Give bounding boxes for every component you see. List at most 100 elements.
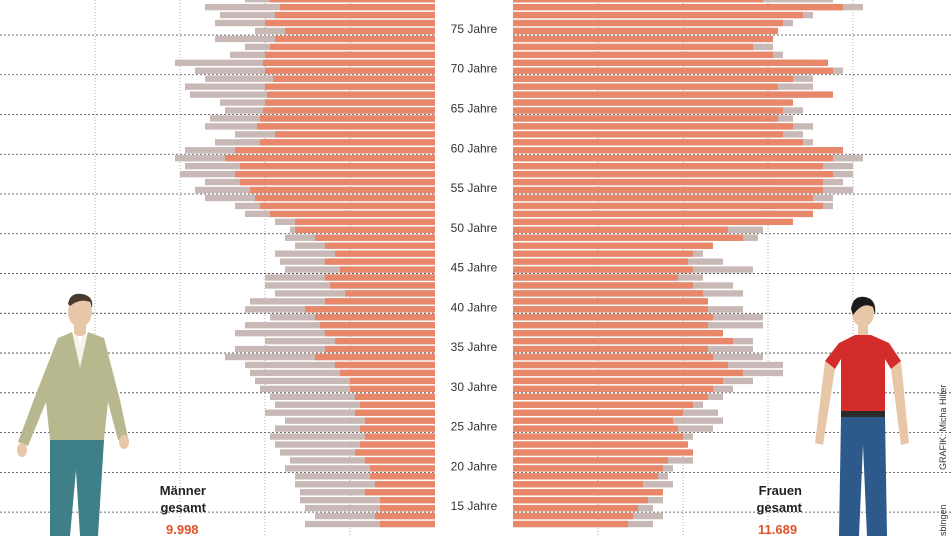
female-bar	[513, 417, 673, 424]
female-bar	[513, 115, 778, 122]
age-tick-label: 20 Jahre	[451, 459, 498, 473]
men-label-subtitle: gesamt	[160, 500, 206, 515]
female-bar	[513, 99, 793, 106]
male-bar	[235, 170, 435, 178]
female-bar	[513, 298, 708, 305]
male-bar	[263, 107, 435, 114]
age-tick-label: 25 Jahre	[451, 420, 498, 434]
male-compare-bar	[275, 441, 435, 448]
male-bar	[285, 27, 435, 35]
female-bar	[513, 409, 683, 416]
female-bar	[513, 75, 793, 82]
female-bar	[513, 139, 803, 146]
male-bar	[350, 377, 435, 385]
male-bar	[325, 258, 435, 265]
female-bar	[513, 457, 668, 464]
male-bar	[365, 417, 435, 424]
women-label-subtitle: gesamt	[756, 500, 802, 515]
male-bar	[235, 147, 435, 154]
male-bar	[250, 186, 435, 194]
age-tick-label: 65 Jahre	[451, 101, 498, 115]
male-bar	[257, 123, 435, 130]
female-bar	[513, 131, 783, 138]
male-bar	[265, 99, 435, 106]
female-bar	[513, 377, 723, 385]
male-bar	[370, 473, 435, 480]
male-compare-bar	[275, 425, 435, 432]
male-compare-bar	[305, 504, 435, 512]
female-bar	[513, 314, 713, 321]
female-bar	[513, 178, 823, 186]
female-bar	[513, 489, 663, 496]
male-bar	[275, 35, 435, 43]
female-bar	[513, 401, 693, 408]
men-label-title: Männer	[159, 483, 206, 498]
male-bar	[320, 322, 435, 329]
female-bar	[513, 345, 708, 353]
age-tick-label: 75 Jahre	[451, 22, 498, 36]
female-bar	[513, 481, 643, 488]
male-bar	[325, 330, 435, 337]
female-bar	[513, 290, 703, 297]
male-bar	[270, 0, 435, 3]
male-bar	[265, 51, 435, 59]
male-bar	[380, 520, 435, 528]
female-bar	[513, 226, 728, 233]
female-bar	[513, 107, 783, 114]
male-compare-bar	[265, 409, 435, 416]
male-bar	[335, 337, 435, 345]
female-bar	[513, 441, 688, 448]
age-tick-label: 35 Jahre	[451, 340, 498, 354]
female-bar	[513, 202, 823, 210]
female-bar	[513, 330, 723, 337]
female-bar	[513, 306, 708, 313]
male-bar	[260, 139, 435, 146]
male-compare-bar	[270, 393, 435, 400]
female-bar	[513, 27, 778, 35]
female-bar	[513, 504, 638, 512]
male-compare-bar	[295, 473, 435, 480]
female-bar	[513, 194, 813, 202]
male-bar	[340, 266, 435, 273]
male-bar	[360, 425, 435, 432]
female-bar	[513, 353, 713, 361]
female-bar	[513, 11, 803, 19]
male-bar	[340, 369, 435, 377]
male-bar	[295, 226, 435, 233]
male-bar	[225, 155, 435, 162]
male-bar	[270, 43, 435, 51]
female-bar	[513, 385, 713, 393]
male-bar	[265, 19, 435, 27]
male-bar	[295, 218, 435, 226]
female-bar	[513, 147, 843, 154]
female-bar	[513, 19, 783, 27]
source-credit: sbingen	[938, 504, 948, 536]
female-bar	[513, 3, 843, 11]
male-compare-bar	[290, 457, 435, 464]
female-bar	[513, 250, 693, 257]
male-bar	[260, 115, 435, 122]
male-bar	[275, 11, 435, 19]
female-bar	[513, 322, 708, 329]
age-tick-label: 60 Jahre	[451, 141, 498, 155]
women-total: 11.689	[758, 522, 798, 537]
women-label: Frauen gesamt	[716, 482, 802, 516]
female-bar	[513, 473, 658, 480]
male-bar	[267, 91, 435, 98]
male-bar	[270, 210, 435, 218]
male-bar	[255, 194, 435, 202]
male-bar	[380, 497, 435, 504]
age-tick-label: 50 Jahre	[451, 221, 498, 235]
male-bar	[265, 83, 435, 90]
male-bar	[365, 457, 435, 464]
female-bar	[513, 266, 693, 273]
male-bars	[175, 0, 435, 528]
age-tick-label: 30 Jahre	[451, 380, 498, 394]
male-compare-bar	[270, 433, 435, 440]
male-compare-bar	[305, 520, 435, 528]
female-bar	[513, 369, 743, 377]
male-bar	[315, 234, 435, 241]
male-bar	[280, 3, 435, 11]
male-bar	[345, 290, 435, 297]
